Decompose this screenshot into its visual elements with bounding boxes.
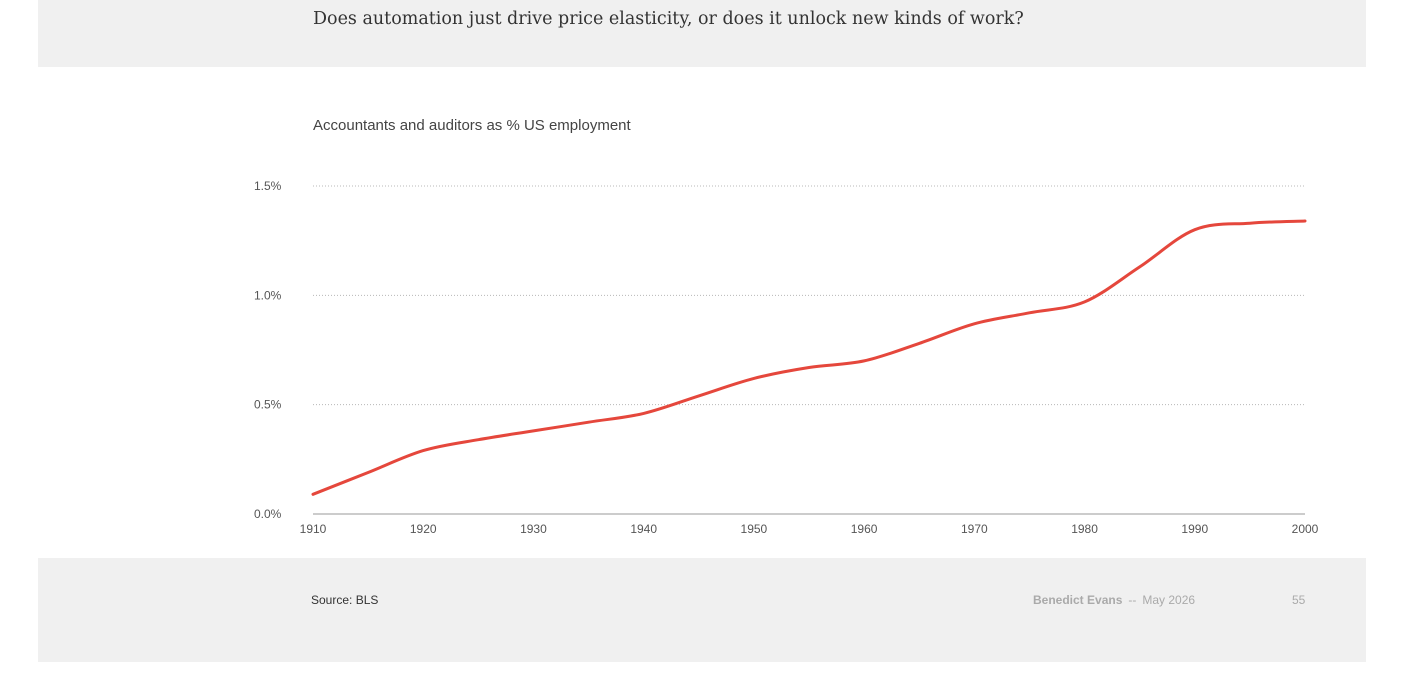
footer-band	[38, 558, 1366, 662]
x-tick-label: 1930	[520, 522, 547, 536]
line-chart: 0.0% 0.5% 1.0% 1.5% 1910 1920 1930 1940 1950 1960…	[254, 179, 1319, 536]
x-tick-label: 1990	[1181, 522, 1208, 536]
source-note: Source: BLS	[311, 593, 379, 607]
credit-separator: --	[1128, 593, 1137, 607]
x-tick-label: 1980	[1071, 522, 1098, 536]
date: May 2026	[1142, 593, 1196, 607]
slide-headline: Does automation just drive price elastic…	[313, 9, 1024, 29]
y-tick-label: 1.0%	[254, 288, 282, 302]
x-tick-label: 1970	[961, 522, 988, 536]
header-band	[38, 0, 1366, 67]
x-tick-label: 1920	[410, 522, 437, 536]
y-tick-label: 1.5%	[254, 179, 282, 193]
x-tick-label: 1960	[851, 522, 878, 536]
credit: Benedict Evans -- May 2026	[1033, 593, 1195, 607]
x-tick-label: 2000	[1292, 522, 1319, 536]
y-tick-label: 0.0%	[254, 507, 282, 521]
x-tick-label: 1910	[300, 522, 327, 536]
x-tick-label: 1950	[741, 522, 768, 536]
page-number: 55	[1292, 593, 1306, 607]
y-tick-label: 0.5%	[254, 398, 282, 412]
author-name: Benedict Evans	[1033, 593, 1123, 607]
x-tick-label: 1940	[630, 522, 657, 536]
chart-title: Accountants and auditors as % US employm…	[313, 117, 631, 134]
series-line	[311, 219, 1307, 496]
